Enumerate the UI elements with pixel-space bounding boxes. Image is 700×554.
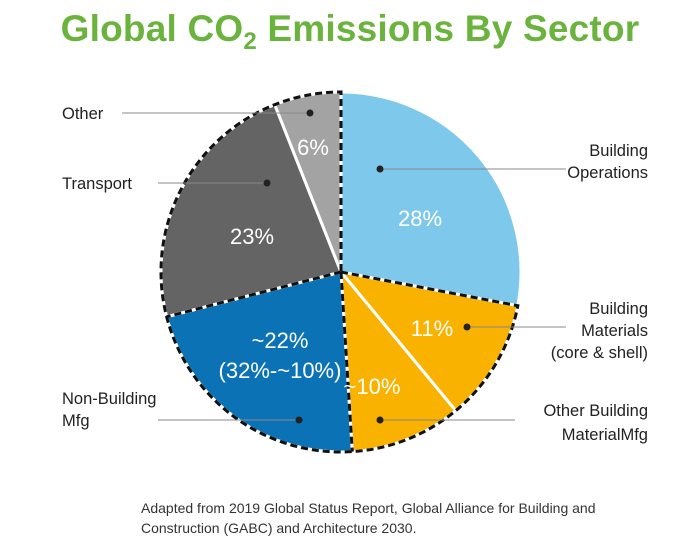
percent-label-building-operations: 28% [398, 206, 442, 231]
slice-building-operations [339, 90, 523, 308]
percent-label-other-building-materialmfg: ~10% [344, 374, 401, 399]
pie-slices [159, 90, 523, 454]
source-note: Adapted from 2019 Global Status Report, … [141, 500, 596, 536]
category-label-building-operations: Building Operations [567, 142, 648, 182]
percent-labels: 28% 11% ~10%~22% (32%-~10%) 23% 6% [219, 135, 454, 399]
percent-label-other: 6% [297, 135, 329, 160]
category-label-other-building-materialmfg: Other Building MaterialMfg [543, 402, 648, 444]
leader-dot-building-operations [376, 165, 384, 173]
chart-title: Global CO2 Emissions By Sector [0, 8, 700, 54]
dashed-divider [166, 270, 342, 319]
dashed-divider [339, 271, 354, 452]
category-labels: Building Operations Building Materials (core… [62, 105, 648, 444]
title-subscript: 2 [243, 28, 257, 55]
leader-dot-transport [263, 179, 271, 187]
title-rest: Emissions By Sector [256, 8, 640, 49]
leader-lines [122, 109, 566, 424]
category-label-building-materials-core-shell: Building Materials (core & shell) [551, 300, 648, 362]
title-main: Global CO [60, 8, 244, 49]
leader-dot-non-building-mfg [295, 416, 303, 424]
dashed-outline [159, 90, 520, 454]
percent-label-transport: 23% [230, 224, 274, 249]
category-label-other: Other [62, 105, 104, 123]
category-label-non-building-mfg: Non-Building Mfg [62, 390, 156, 430]
leader-dot-building-materials-core-shell [463, 323, 471, 331]
category-label-transport: Transport [62, 175, 132, 193]
percent-label-non-building-mfg: ~22% (32%-~10%) [219, 328, 342, 383]
percent-label-building-materials-core-shell: 11% [411, 316, 453, 341]
dashed-group-outline [159, 90, 520, 454]
leader-dot-other [306, 109, 314, 117]
leader-dot-other-building-materialmfg [376, 416, 384, 424]
